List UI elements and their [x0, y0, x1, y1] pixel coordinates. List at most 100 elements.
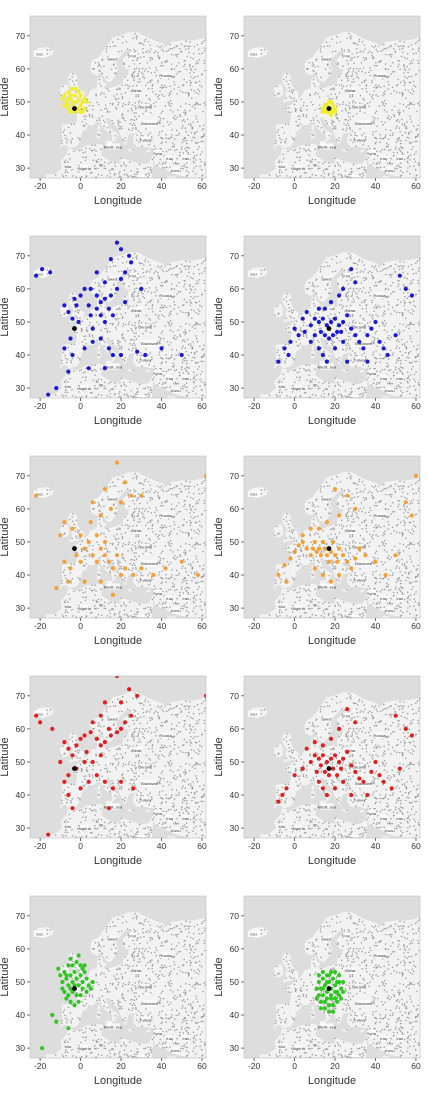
station-point: [103, 607, 105, 610]
station-point: [149, 299, 152, 302]
station-point: [339, 385, 342, 387]
station-point: [188, 109, 191, 112]
station-point: [336, 262, 338, 264]
station-point: [361, 301, 363, 304]
station-point: [412, 90, 415, 92]
station-point: [107, 495, 109, 498]
station-point: [112, 265, 115, 267]
station-point: [119, 566, 121, 568]
station-point: [414, 74, 417, 76]
land-shape-2: [273, 84, 283, 98]
station-point: [291, 136, 293, 139]
station-point: [371, 299, 373, 302]
station-point: [176, 73, 178, 75]
station-point: [406, 356, 408, 359]
station-point: [182, 592, 185, 594]
country-label-bg: [354, 136, 364, 143]
station-point: [135, 476, 137, 479]
station-point: [168, 324, 170, 326]
station-point: [144, 38, 147, 41]
station-point: [390, 293, 392, 295]
station-point: [194, 295, 196, 298]
station-point: [356, 135, 358, 137]
station-point: [193, 324, 195, 326]
station-point: [133, 508, 136, 510]
station-point: [161, 570, 163, 572]
station-point: [75, 535, 77, 538]
station-point: [64, 574, 66, 577]
station-point: [400, 55, 403, 57]
station-point: [374, 367, 376, 370]
station-point: [190, 522, 192, 524]
station-point: [314, 65, 316, 68]
station-point: [120, 157, 122, 160]
station-point: [407, 89, 409, 92]
station-point: [89, 172, 92, 174]
station-point: [115, 546, 117, 549]
station-point: [100, 148, 102, 150]
station-point: [183, 285, 185, 288]
station-point: [109, 392, 111, 395]
station-point: [282, 153, 284, 156]
station-point: [183, 604, 186, 606]
station-point: [142, 488, 144, 490]
station-point: [311, 380, 313, 383]
station-point: [202, 40, 205, 43]
station-point: [160, 587, 162, 590]
station-point: [80, 550, 83, 553]
station-point: [161, 94, 163, 96]
station-point: [201, 52, 203, 54]
station-point: [187, 314, 190, 317]
station-point: [405, 106, 408, 108]
station-point: [194, 75, 196, 78]
station-point: [378, 325, 381, 327]
country-label: Ukraine: [138, 105, 153, 110]
station-point: [108, 389, 111, 392]
station-point: [365, 378, 368, 381]
station-point: [192, 77, 194, 79]
station-point: [163, 535, 165, 538]
country-label: Blacksea: [355, 341, 372, 346]
station-point: [290, 317, 293, 319]
station-point: [345, 109, 347, 112]
station-point: [118, 490, 120, 493]
station-point: [390, 157, 392, 160]
station-point: [127, 176, 130, 178]
station-point: [158, 58, 160, 60]
station-point: [396, 388, 398, 390]
station-point: [92, 67, 94, 70]
station-point: [127, 110, 129, 112]
station-point: [383, 166, 385, 168]
station-point: [317, 387, 319, 390]
station-point: [291, 311, 293, 313]
station-point: [361, 88, 364, 90]
station-point: [161, 383, 164, 386]
station-point: [190, 528, 193, 531]
station-point: [91, 149, 94, 152]
station-point: [414, 360, 416, 363]
station-point: [148, 392, 150, 394]
station-point: [277, 349, 280, 351]
station-point: [197, 93, 200, 95]
station-point: [399, 91, 401, 94]
station-point: [184, 485, 186, 488]
station-point: [147, 528, 150, 530]
station-point: [311, 285, 314, 287]
station-point: [365, 83, 368, 86]
station-point: [148, 614, 151, 616]
station-point: [114, 602, 116, 604]
station-point: [385, 145, 388, 148]
station-point: [168, 544, 170, 546]
station-point: [407, 309, 409, 312]
station-point: [391, 291, 394, 293]
station-point: [405, 348, 407, 350]
station-point: [180, 51, 182, 53]
station-point: [312, 283, 315, 286]
station-point: [136, 35, 138, 37]
station-point: [346, 291, 349, 294]
station-point: [195, 101, 197, 104]
station-point: [133, 510, 136, 513]
station-point: [109, 542, 112, 545]
station-point: [311, 133, 313, 136]
station-point: [65, 137, 67, 140]
